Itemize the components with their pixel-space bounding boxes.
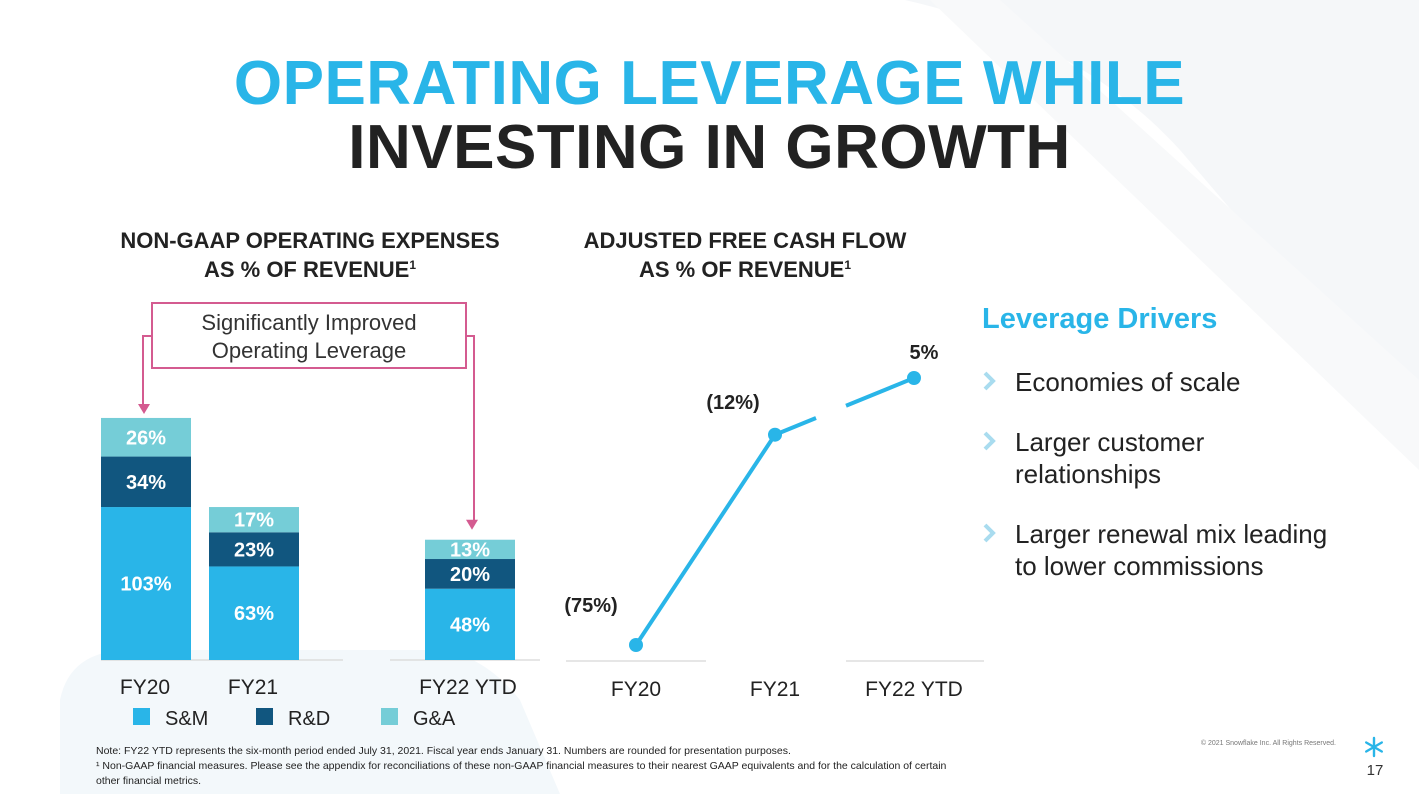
callout-arrow-line [466, 335, 475, 522]
slide-title-line1: OPERATING LEVERAGE WHILE [233, 49, 1186, 118]
x-tick-label: FY22 YTD [865, 678, 963, 701]
callout-text: Significantly Improved [201, 310, 416, 335]
driver-text: relationships [1015, 459, 1161, 489]
bar-value-label: 26% [126, 427, 166, 449]
bar-value-label: 23% [234, 539, 274, 561]
slide-title-line2: INVESTING IN GROWTH [348, 113, 1071, 182]
bar-value-label: 34% [126, 472, 166, 494]
legend-label: S&M [165, 708, 208, 730]
x-tick-label: FY22 YTD [419, 676, 517, 699]
driver-text: Economies of scale [1015, 367, 1241, 397]
copyright: © 2021 Snowflake Inc. All Rights Reserve… [1200, 740, 1336, 747]
x-tick-label: FY20 [611, 678, 661, 701]
series-line [634, 433, 777, 647]
data-label: (12%) [706, 392, 759, 414]
bar-segment [425, 559, 515, 589]
callout-arrow-line [142, 335, 152, 406]
snowflake-icon [1365, 736, 1383, 758]
chevron-right-icon [983, 431, 996, 451]
bar-segment [101, 456, 191, 508]
x-tick-label: FY21 [228, 676, 278, 699]
leverage-drivers-title: Leverage Drivers [982, 303, 1218, 335]
series-line [845, 376, 915, 408]
footnote-marker: 1 [409, 258, 417, 272]
bar-value-label: 13% [450, 539, 490, 561]
chevron-right-icon [983, 523, 996, 543]
driver-text: Larger renewal mix leading [1015, 519, 1328, 549]
callout-box [151, 302, 467, 369]
legend-label: R&D [288, 708, 330, 730]
fcf-chart-title-line1: ADJUSTED FREE CASH FLOW [583, 228, 907, 253]
fcf-chart-title-line2: AS % OF REVENUE [638, 257, 845, 282]
bar-value-label: 103% [120, 574, 171, 596]
callout-arrowhead [466, 519, 478, 530]
data-point [629, 638, 643, 652]
opex-chart-title-line1: NON-GAAP OPERATING EXPENSES [120, 228, 500, 253]
bar-segment [425, 539, 515, 560]
data-point [768, 427, 782, 442]
bar-value-label: 17% [234, 510, 274, 532]
series-line [774, 416, 817, 437]
footnote-line: Note: FY22 YTD represents the six-month … [96, 745, 791, 757]
driver-text: Larger customer [1015, 427, 1205, 457]
bar-value-label: 63% [234, 603, 274, 625]
page-number: 17 [1366, 762, 1384, 779]
footnote: Note: FY22 YTD represents the six-month … [96, 744, 1096, 789]
bar-segment [209, 507, 299, 533]
legend-swatch [133, 708, 150, 725]
footnote-line: other financial metrics. [96, 775, 202, 787]
opex-chart-title: NON-GAAP OPERATING EXPENSES AS % OF REVE… [80, 226, 540, 284]
bar-segment [101, 507, 191, 660]
footnote-line: ¹ Non-GAAP financial measures. Please se… [96, 760, 947, 772]
callout-arrowhead [138, 403, 150, 414]
opex-chart-title-line2: AS % OF REVENUE [203, 257, 410, 282]
bar-value-label: 20% [450, 564, 490, 586]
legend-swatch [256, 708, 273, 725]
bar-segment [101, 417, 191, 457]
bar-segment [209, 532, 299, 567]
driver-text: to lower commissions [1015, 551, 1264, 581]
callout-text: Operating Leverage [212, 338, 406, 363]
fcf-chart-title: ADJUSTED FREE CASH FLOW AS % OF REVENUE1 [540, 226, 950, 284]
bar-value-label: 48% [450, 614, 490, 636]
x-tick-label: FY20 [120, 676, 170, 699]
data-label: 5% [910, 342, 939, 364]
chevron-right-icon [983, 371, 996, 391]
x-tick-label: FY21 [750, 678, 800, 701]
data-label: (75%) [564, 595, 617, 617]
data-point [907, 371, 921, 385]
legend-swatch [381, 708, 398, 725]
bar-segment [425, 588, 515, 660]
footnote-marker: 1 [844, 258, 852, 272]
legend-label: G&A [413, 708, 456, 730]
bar-segment [209, 566, 299, 660]
